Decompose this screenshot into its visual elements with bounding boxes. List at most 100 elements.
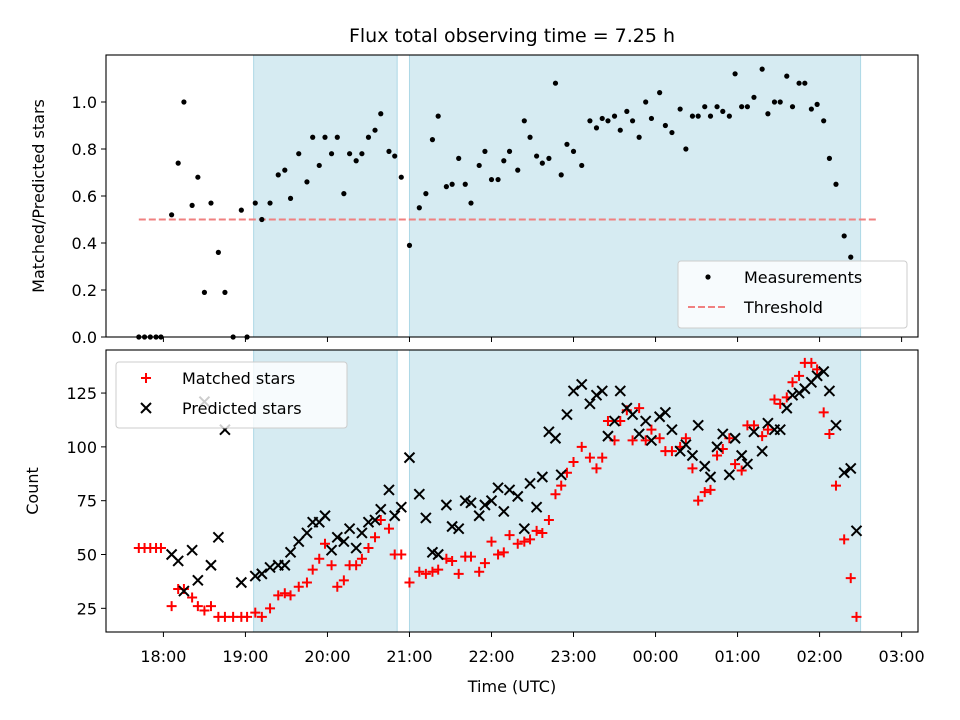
count-legend-box	[115, 361, 348, 429]
predicted-point-77	[692, 419, 704, 432]
measurement-point-47	[456, 155, 462, 161]
predicted-point-9	[235, 576, 248, 589]
measurement-point-34	[365, 134, 372, 140]
predicted-point-35	[420, 512, 432, 524]
measurement-points	[136, 66, 854, 340]
matched-point-16	[242, 611, 253, 622]
matched-point-65	[568, 456, 579, 467]
matched-point-9	[192, 601, 203, 612]
matched-point-53	[493, 549, 504, 560]
matched-point-57	[519, 536, 530, 547]
count-y-axis-label: Count	[23, 467, 42, 515]
matched-point-100	[794, 370, 805, 381]
measurement-point-32	[353, 158, 359, 164]
measurement-point-46	[449, 181, 455, 187]
matched-point-93	[748, 420, 759, 431]
measurement-point-7	[181, 99, 187, 105]
predicted-point-10	[249, 570, 261, 582]
measurement-point-22	[287, 195, 294, 201]
matched-point-62	[550, 489, 561, 500]
measurement-point-56	[515, 167, 521, 173]
matched-point-55	[504, 530, 515, 541]
measurement-point-104	[821, 118, 827, 124]
matched-point-74	[627, 435, 638, 446]
measurement-point-45	[443, 184, 449, 190]
ratio-legend: Measurements Threshold	[677, 260, 908, 329]
matched-point-106	[830, 480, 841, 491]
measurement-point-67	[587, 118, 593, 124]
predicted-point-99	[830, 419, 842, 432]
measurement-point-29	[334, 134, 340, 140]
x-tick-label-3: 21:00	[386, 647, 432, 666]
predicted-point-31	[389, 510, 401, 522]
matched-point-11	[205, 601, 216, 612]
y-tick-label-2: 75	[77, 492, 97, 511]
predicted-point-34	[413, 488, 426, 500]
measurement-point-96	[771, 99, 778, 105]
measurement-point-88	[720, 108, 726, 114]
legend-label-matched-stars: Matched stars	[182, 369, 295, 388]
measurement-point-62	[552, 80, 559, 86]
y-tick-label-3: 100	[66, 438, 97, 457]
measurement-point-25	[310, 134, 316, 140]
matched-point-82	[680, 433, 691, 444]
predicted-point-80	[711, 441, 723, 453]
measurement-point-64	[564, 141, 570, 147]
predicted-point-38	[440, 499, 453, 511]
predicted-point-79	[704, 471, 717, 483]
measurement-point-11	[208, 200, 214, 206]
measurement-point-20	[275, 172, 281, 178]
matched-point-39	[396, 549, 407, 560]
measurement-point-93	[751, 94, 757, 100]
measurement-point-52	[488, 176, 495, 183]
measurement-point-44	[435, 113, 441, 119]
predicted-point-46	[492, 482, 504, 494]
measurement-point-33	[359, 151, 365, 157]
measurement-point-77	[648, 115, 655, 122]
matched-point-80	[666, 446, 677, 457]
predicted-point-37	[432, 548, 444, 561]
measurement-point-63	[558, 172, 564, 178]
measurement-point-21	[282, 167, 288, 173]
matched-point-44	[433, 564, 444, 575]
predicted-point-91	[781, 402, 793, 414]
matched-point-18	[256, 611, 267, 622]
predicted-point-33	[403, 451, 416, 464]
predicted-point-52	[530, 501, 543, 513]
measurement-point-89	[726, 113, 732, 119]
y-tick-label-5: 1.0	[72, 93, 97, 112]
matched-point-96	[769, 394, 780, 405]
measurement-point-12	[215, 249, 221, 255]
matched-point-61	[543, 515, 554, 526]
measurement-point-19	[267, 200, 273, 206]
measurement-point-50	[476, 162, 482, 169]
measurement-point-79	[662, 122, 668, 129]
measurement-point-49	[468, 200, 474, 206]
measurement-point-54	[501, 158, 507, 164]
x-tick-label-0: 18:00	[140, 647, 186, 666]
predicted-point-49	[512, 490, 524, 503]
matched-point-27	[319, 538, 330, 549]
measurement-point-9	[195, 174, 201, 180]
predicted-point-40	[452, 522, 465, 535]
predicted-point-55	[549, 432, 562, 444]
matched-point-69	[597, 452, 608, 463]
predicted-point-39	[446, 520, 458, 533]
measurement-point-108	[848, 254, 854, 260]
matched-point-86	[705, 484, 716, 495]
matched-point-43	[427, 566, 438, 577]
predicted-point-16	[293, 535, 305, 548]
matched-point-99	[787, 377, 798, 388]
predicted-point-82	[723, 469, 736, 481]
predicted-point-32	[395, 501, 407, 513]
measurement-point-36	[378, 111, 384, 117]
matched-point-25	[307, 564, 318, 575]
predicted-point-56	[555, 469, 567, 481]
matched-point-17	[250, 607, 261, 618]
predicted-point-24	[343, 522, 356, 535]
matched-point-36	[375, 515, 386, 526]
predicted-point-17	[301, 527, 313, 539]
count-x-ticks: 18:00 19:00 20:00 21:00 22:00 23:00 00:00 01:00…	[140, 632, 925, 666]
measurement-point-82	[683, 146, 689, 152]
measurement-point-31	[347, 151, 353, 157]
